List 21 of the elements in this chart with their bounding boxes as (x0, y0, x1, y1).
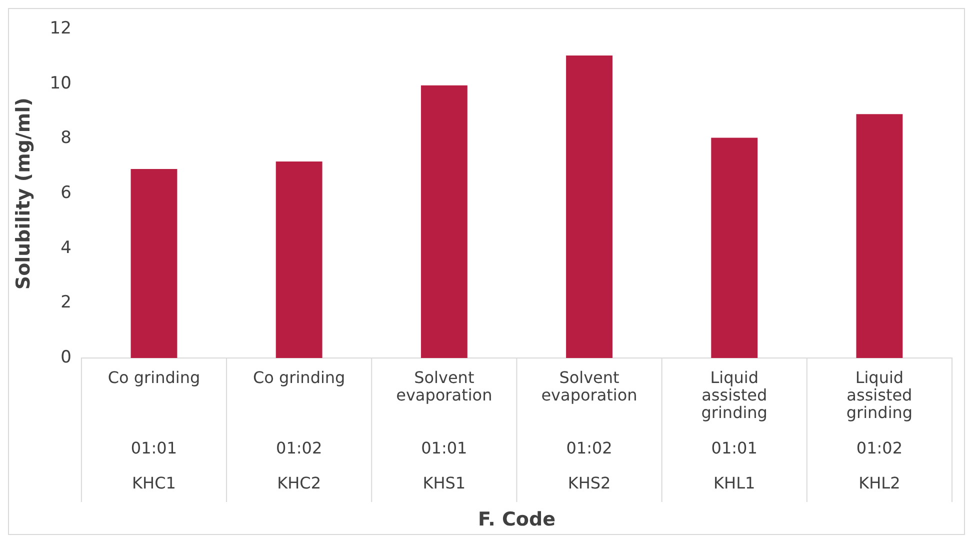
category-label: Co grinding 01:01 KHC1 (108, 368, 200, 493)
category-label: Solvent evaporation 01:01 KHS1 (396, 368, 492, 493)
x-axis-title: F. Code (478, 508, 556, 531)
y-tick-label: 2 (60, 292, 72, 313)
x-tick-label: Liquid assisted grinding 01:02 KHL2 (846, 368, 913, 493)
bar (711, 138, 758, 358)
category-label: Solvent evaporation 01:02 KHS2 (541, 368, 638, 493)
y-tick-label: 8 (60, 128, 72, 148)
y-tick-label: 0 (60, 347, 72, 368)
y-tick-label: 6 (60, 183, 72, 204)
x-tick-label: Liquid assisted grinding 01:01 KHL1 (701, 368, 768, 493)
bar (566, 56, 612, 358)
y-tick-label: 12 (50, 18, 72, 39)
y-tick-label: 10 (50, 73, 72, 94)
y-axis-title: Solubility (mg/ml) (12, 98, 34, 290)
bar (130, 168, 178, 358)
bar (420, 85, 468, 358)
y-tick-label: 4 (60, 238, 72, 258)
bar (856, 114, 903, 358)
bar (276, 162, 322, 358)
category-label: Co grinding 01:02 KHC2 (252, 368, 346, 493)
